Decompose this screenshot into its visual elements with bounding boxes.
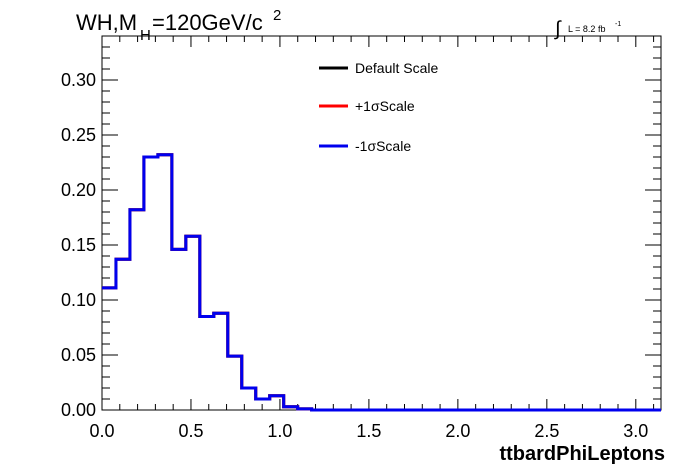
lumi-superscript: -1 xyxy=(615,21,621,28)
lumi-integral-sign: ∫ xyxy=(554,18,562,40)
y-tick-label: 0.10 xyxy=(61,290,96,310)
chart-title-superscript: 2 xyxy=(273,7,281,24)
x-tick-label: 1.0 xyxy=(267,421,292,441)
y-tick-label: 0.20 xyxy=(61,180,96,200)
x-tick-label: 0.5 xyxy=(178,421,203,441)
legend-label-minus1sigma: -1σScale xyxy=(355,138,411,154)
legend: Default Scale +1σScale -1σScale xyxy=(319,60,438,154)
lumi-text: L = 8.2 fb xyxy=(568,24,605,34)
y-tick-label: 0.25 xyxy=(61,125,96,145)
y-tick-label: 0.05 xyxy=(61,345,96,365)
legend-label-default: Default Scale xyxy=(355,60,438,76)
y-tick-label: 0.00 xyxy=(61,400,96,420)
histogram-line-plus1sigma xyxy=(102,153,661,412)
x-tick-label: 3.0 xyxy=(623,421,648,441)
histogram-line-minus1sigma xyxy=(102,153,661,412)
chart-title-main: WH,M xyxy=(76,10,137,35)
x-axis-label: ttbardPhiLeptons xyxy=(499,443,665,465)
x-tick-label: 0.0 xyxy=(89,421,114,441)
legend-label-plus1sigma: +1σScale xyxy=(355,98,415,114)
histogram-series xyxy=(102,153,661,412)
x-tick-label: 2.0 xyxy=(445,421,470,441)
axis-ticks: 0.00 0.05 0.10 0.15 0.20 0.25 0.30 0.0 0.5 1.0 1.5… xyxy=(61,35,661,441)
x-tick-label: 1.5 xyxy=(356,421,381,441)
y-tick-label: 0.15 xyxy=(61,235,96,255)
x-tick-label: 2.5 xyxy=(534,421,559,441)
y-tick-label: 0.30 xyxy=(61,70,96,90)
plot-frame xyxy=(101,35,662,411)
histogram-line-default xyxy=(102,153,661,412)
chart-title-rest: =120GeV/c xyxy=(152,10,263,35)
